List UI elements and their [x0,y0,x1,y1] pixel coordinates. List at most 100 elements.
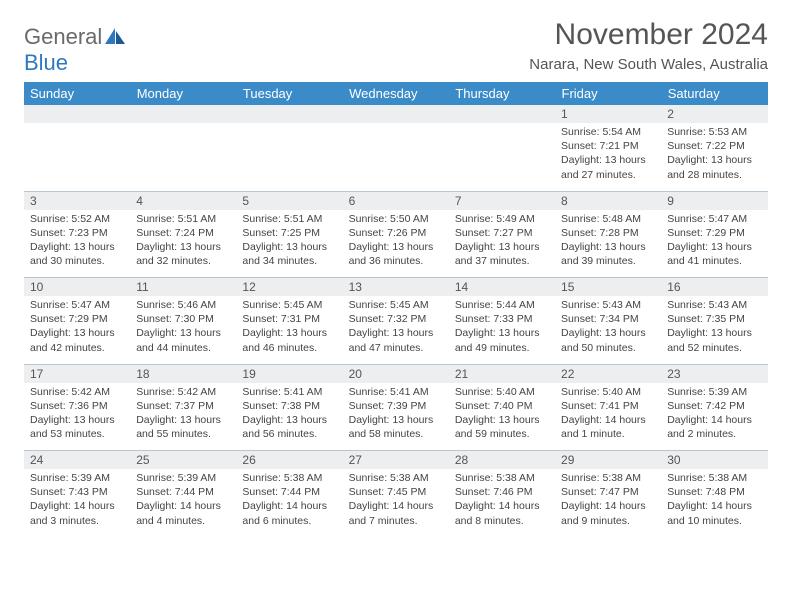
day-number-cell: 10 [24,278,130,297]
day-number-cell: 11 [130,278,236,297]
day-info-row: Sunrise: 5:39 AMSunset: 7:43 PMDaylight:… [24,469,768,537]
day-info-cell: Sunrise: 5:53 AMSunset: 7:22 PMDaylight:… [661,123,767,191]
sail-icon [105,31,125,48]
daylight-line: Daylight: 13 hours and 52 minutes. [667,326,761,354]
day-number-cell: 26 [236,451,342,470]
weekday-header: Tuesday [236,82,342,105]
day-number-cell [236,105,342,123]
day-info-cell: Sunrise: 5:38 AMSunset: 7:46 PMDaylight:… [449,469,555,537]
daylight-line: Daylight: 13 hours and 44 minutes. [136,326,230,354]
day-info-cell: Sunrise: 5:45 AMSunset: 7:31 PMDaylight:… [236,296,342,364]
day-number-cell: 8 [555,191,661,210]
sunrise-line: Sunrise: 5:45 AM [349,298,443,312]
calendar-body: 12Sunrise: 5:54 AMSunset: 7:21 PMDayligh… [24,105,768,537]
daylight-line: Daylight: 14 hours and 6 minutes. [242,499,336,527]
day-info-cell: Sunrise: 5:48 AMSunset: 7:28 PMDaylight:… [555,210,661,278]
daylight-line: Daylight: 14 hours and 4 minutes. [136,499,230,527]
title-block: November 2024 Narara, New South Wales, A… [529,18,768,73]
day-info-cell: Sunrise: 5:52 AMSunset: 7:23 PMDaylight:… [24,210,130,278]
weekday-header: Thursday [449,82,555,105]
sunset-line: Sunset: 7:47 PM [561,485,655,499]
day-number-cell: 6 [343,191,449,210]
day-number-cell [24,105,130,123]
day-number-cell: 2 [661,105,767,123]
sunrise-line: Sunrise: 5:42 AM [30,385,124,399]
sunset-line: Sunset: 7:40 PM [455,399,549,413]
daylight-line: Daylight: 13 hours and 32 minutes. [136,240,230,268]
sunrise-line: Sunrise: 5:51 AM [242,212,336,226]
sunrise-line: Sunrise: 5:43 AM [561,298,655,312]
page-title: November 2024 [529,18,768,52]
day-info-cell: Sunrise: 5:38 AMSunset: 7:45 PMDaylight:… [343,469,449,537]
day-number-cell: 4 [130,191,236,210]
daylight-line: Daylight: 14 hours and 2 minutes. [667,413,761,441]
weekday-header: Wednesday [343,82,449,105]
day-info-cell: Sunrise: 5:54 AMSunset: 7:21 PMDaylight:… [555,123,661,191]
day-number-cell: 25 [130,451,236,470]
daylight-line: Daylight: 13 hours and 37 minutes. [455,240,549,268]
daylight-line: Daylight: 13 hours and 49 minutes. [455,326,549,354]
daylight-line: Daylight: 13 hours and 42 minutes. [30,326,124,354]
weekday-header: Saturday [661,82,767,105]
daylight-line: Daylight: 14 hours and 7 minutes. [349,499,443,527]
daylight-line: Daylight: 13 hours and 27 minutes. [561,153,655,181]
sunset-line: Sunset: 7:27 PM [455,226,549,240]
sunset-line: Sunset: 7:28 PM [561,226,655,240]
daylight-line: Daylight: 13 hours and 47 minutes. [349,326,443,354]
daylight-line: Daylight: 13 hours and 59 minutes. [455,413,549,441]
day-info-cell: Sunrise: 5:38 AMSunset: 7:47 PMDaylight:… [555,469,661,537]
daylight-line: Daylight: 13 hours and 55 minutes. [136,413,230,441]
day-number-cell: 23 [661,364,767,383]
day-number-cell: 9 [661,191,767,210]
sunrise-line: Sunrise: 5:47 AM [667,212,761,226]
day-number-cell: 3 [24,191,130,210]
sunset-line: Sunset: 7:37 PM [136,399,230,413]
day-info-cell: Sunrise: 5:39 AMSunset: 7:42 PMDaylight:… [661,383,767,451]
daylight-line: Daylight: 13 hours and 36 minutes. [349,240,443,268]
day-info-cell: Sunrise: 5:51 AMSunset: 7:24 PMDaylight:… [130,210,236,278]
sunrise-line: Sunrise: 5:45 AM [242,298,336,312]
day-info-cell: Sunrise: 5:39 AMSunset: 7:43 PMDaylight:… [24,469,130,537]
day-number-cell [130,105,236,123]
daylight-line: Daylight: 13 hours and 30 minutes. [30,240,124,268]
logo: General Blue [24,18,125,76]
day-number-cell [343,105,449,123]
day-info-cell: Sunrise: 5:38 AMSunset: 7:48 PMDaylight:… [661,469,767,537]
sunset-line: Sunset: 7:25 PM [242,226,336,240]
weekday-header: Monday [130,82,236,105]
daylight-line: Daylight: 13 hours and 58 minutes. [349,413,443,441]
day-number-cell: 22 [555,364,661,383]
sunset-line: Sunset: 7:30 PM [136,312,230,326]
sunset-line: Sunset: 7:42 PM [667,399,761,413]
sunset-line: Sunset: 7:21 PM [561,139,655,153]
sunrise-line: Sunrise: 5:41 AM [349,385,443,399]
day-info-cell: Sunrise: 5:50 AMSunset: 7:26 PMDaylight:… [343,210,449,278]
sunset-line: Sunset: 7:38 PM [242,399,336,413]
logo-text-general: General [24,24,102,49]
daylight-line: Daylight: 13 hours and 46 minutes. [242,326,336,354]
day-number-cell: 19 [236,364,342,383]
sunrise-line: Sunrise: 5:49 AM [455,212,549,226]
sunrise-line: Sunrise: 5:38 AM [242,471,336,485]
daylight-line: Daylight: 13 hours and 28 minutes. [667,153,761,181]
sunrise-line: Sunrise: 5:38 AM [667,471,761,485]
logo-text-blue: Blue [24,50,68,75]
day-info-cell: Sunrise: 5:47 AMSunset: 7:29 PMDaylight:… [24,296,130,364]
day-info-row: Sunrise: 5:54 AMSunset: 7:21 PMDaylight:… [24,123,768,191]
day-number-cell: 18 [130,364,236,383]
day-info-cell: Sunrise: 5:40 AMSunset: 7:41 PMDaylight:… [555,383,661,451]
sunrise-line: Sunrise: 5:50 AM [349,212,443,226]
day-info-cell: Sunrise: 5:39 AMSunset: 7:44 PMDaylight:… [130,469,236,537]
sunset-line: Sunset: 7:33 PM [455,312,549,326]
day-info-cell: Sunrise: 5:46 AMSunset: 7:30 PMDaylight:… [130,296,236,364]
day-info-row: Sunrise: 5:47 AMSunset: 7:29 PMDaylight:… [24,296,768,364]
sunset-line: Sunset: 7:41 PM [561,399,655,413]
sunrise-line: Sunrise: 5:48 AM [561,212,655,226]
sunrise-line: Sunrise: 5:39 AM [667,385,761,399]
day-number-row: 24252627282930 [24,451,768,470]
sunrise-line: Sunrise: 5:38 AM [561,471,655,485]
sunset-line: Sunset: 7:36 PM [30,399,124,413]
day-info-cell: Sunrise: 5:41 AMSunset: 7:38 PMDaylight:… [236,383,342,451]
sunrise-line: Sunrise: 5:51 AM [136,212,230,226]
day-info-cell [236,123,342,191]
